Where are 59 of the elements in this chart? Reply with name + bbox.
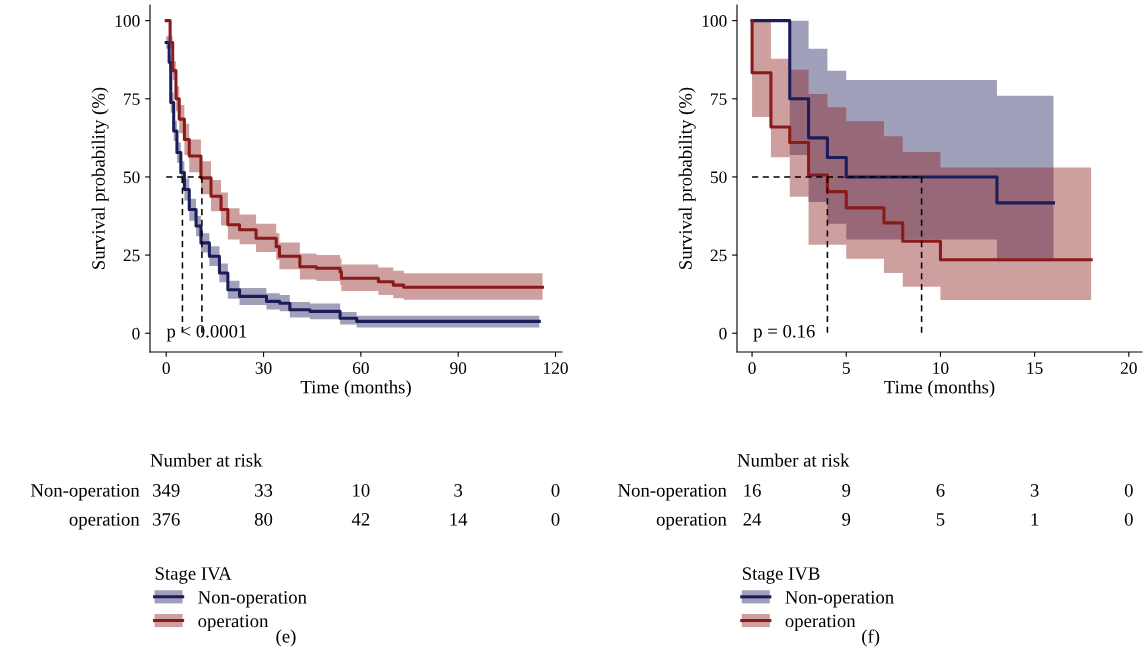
text: 10 (353, 484, 370, 497)
legend-title: Stage IVA (155, 567, 232, 584)
x-tick-label: 0 (162, 362, 170, 374)
text: 3 (1030, 484, 1039, 497)
x-tick-label: 0 (748, 362, 756, 374)
annotation: p = 0.16 (753, 324, 815, 342)
y-tick-label: 50 (710, 171, 727, 184)
x-tick-label: 30 (255, 362, 272, 374)
y-axis-title: Survival probability (%) (91, 87, 109, 269)
legend-title: Stage IVB (742, 567, 820, 584)
x-tick-label: 15 (1027, 362, 1043, 374)
text: 0 (1124, 484, 1133, 497)
y-tick-label: 75 (124, 93, 140, 105)
y-tick-label: 0 (132, 327, 140, 340)
y-tick-label: 25 (710, 249, 727, 262)
text: 42 (351, 513, 370, 526)
text: (f) (862, 629, 880, 647)
text: 6 (936, 484, 945, 497)
y-tick-label: 100 (115, 15, 140, 27)
y-tick-label: 0 (719, 327, 727, 340)
text: (e) (276, 629, 296, 647)
legend-label: operation (198, 614, 269, 632)
y-tick-label: 50 (123, 171, 140, 184)
legend-label: Non-operation (198, 590, 307, 608)
legend-label: Non-operation (785, 590, 894, 608)
text: 33 (255, 484, 273, 497)
y-tick-label: 25 (123, 249, 140, 262)
text: 0 (1124, 513, 1133, 526)
text: 3 (454, 484, 463, 497)
x-axis-title: Time (months) (300, 380, 411, 398)
x-axis-title: Time (months) (884, 380, 995, 398)
text: operation (656, 513, 727, 530)
text: 376 (153, 513, 180, 526)
text: 9 (842, 484, 851, 497)
text: Non-operation (30, 484, 140, 501)
text: operation (69, 513, 140, 530)
x-tick-label: 10 (933, 362, 949, 374)
text: 1 (1031, 513, 1039, 526)
text: 5 (936, 513, 945, 526)
text: 14 (450, 513, 468, 526)
text: 24 (743, 513, 762, 526)
text: 0 (551, 513, 560, 526)
text: Number at risk (737, 453, 850, 467)
y-axis-title: Survival probability (%) (678, 87, 696, 269)
x-tick-label: 60 (352, 362, 369, 374)
text: 9 (842, 513, 851, 526)
y-tick-label: 100 (702, 15, 727, 27)
text: 80 (254, 513, 273, 526)
text: 0 (551, 484, 560, 497)
text: Number at risk (150, 453, 263, 467)
x-tick-label: 90 (450, 362, 467, 374)
text: 16 (744, 484, 761, 497)
legend-label: operation (785, 614, 856, 632)
x-tick-label: 5 (842, 362, 850, 374)
x-tick-label: 20 (1120, 362, 1137, 374)
x-tick-label: 120 (544, 362, 568, 374)
y-tick-label: 75 (711, 93, 727, 105)
text: Non-operation (618, 484, 727, 501)
text: 349 (153, 484, 180, 497)
